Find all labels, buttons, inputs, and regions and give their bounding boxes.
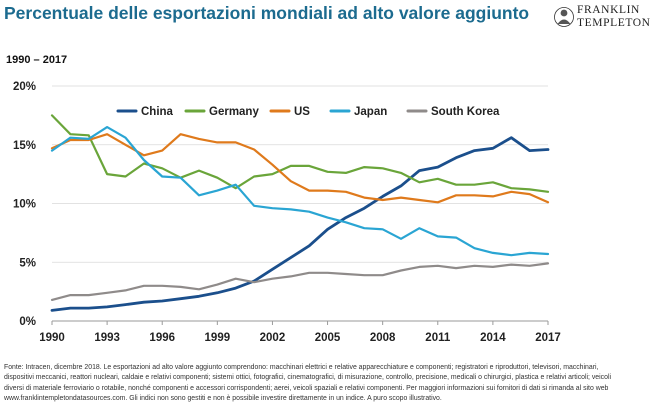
legend-label-china: China [141,106,174,118]
period-label: 1990 – 2017 [6,54,68,66]
y-tick-label: 15% [13,140,36,152]
x-tick-label: 1993 [94,332,120,344]
x-tick-label: 2014 [480,332,506,344]
footnote-line-3: diversi di materiale ferroviario o rotab… [4,384,609,392]
footnote-line-2: dispositivi meccanici, reattori nucleari… [4,374,612,382]
y-tick-label: 10% [13,199,36,211]
line-chart: 0% 5% 10% 15% 20% 1990 1993 1996 1999 2002 2005 200… [13,81,561,344]
chart-title: Percentuale delle esportazioni mondiali … [4,3,530,23]
x-tick-label: 2002 [260,332,286,344]
x-tick-label: 2017 [535,332,561,344]
series-line-south-korea [50,262,550,301]
x-tick-label: 2011 [425,332,451,344]
logo-line-1: FRANKLIN [577,4,640,16]
logo-wordmark: FRANKLIN TEMPLETON [577,4,651,30]
x-tick-label: 1996 [149,332,175,344]
x-tick-label: 1999 [205,332,231,344]
y-tick-label: 20% [13,81,36,93]
series-line-japan [50,125,550,257]
legend-label-south-korea: South Korea [431,106,500,118]
x-tick-label: 2005 [315,332,341,344]
y-tick-label: 0% [19,316,36,328]
series-line-germany [50,114,550,193]
logo-line-2: TEMPLETON [577,17,651,29]
legend-label-us: US [294,106,310,118]
footnote: Fonte: Intracen, dicembre 2018. Le espor… [4,363,668,405]
portrait-medallion-icon [554,7,574,27]
footnote-line-1: Fonte: Intracen, dicembre 2018. Le espor… [4,364,599,371]
legend-label-japan: Japan [354,106,387,118]
footnote-line-4: www.franklintempletondatasources.com. Gl… [4,395,442,403]
legend-label-germany: Germany [209,106,259,118]
x-tick-label: 1990 [39,332,65,344]
y-tick-label: 5% [19,257,36,269]
x-tick-label: 2008 [370,332,396,344]
franklin-templeton-logo: FRANKLIN TEMPLETON [554,2,670,36]
series-line-china [50,136,550,312]
